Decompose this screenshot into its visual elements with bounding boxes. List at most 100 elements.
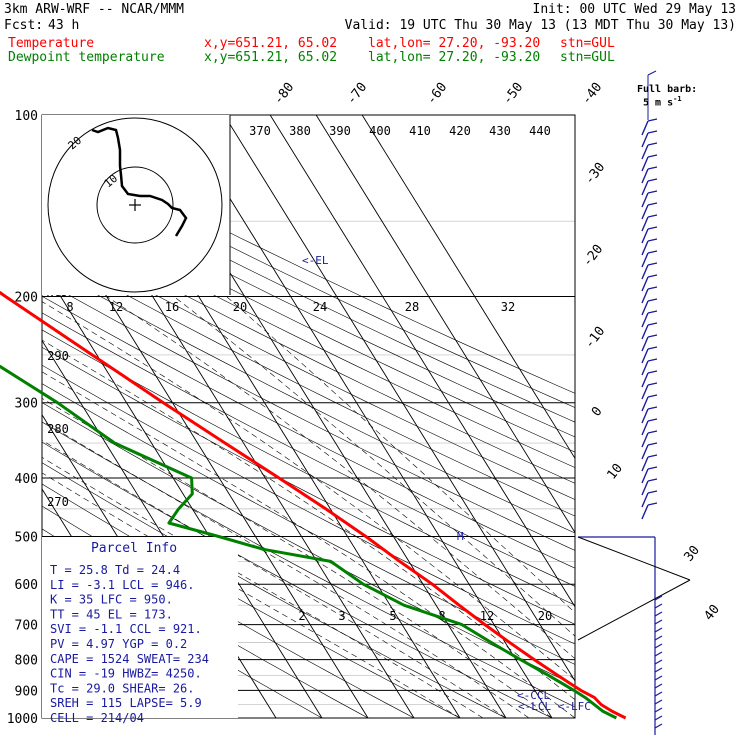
hodo-trace (91, 126, 188, 237)
wind-barb-lower (654, 635, 663, 641)
legend-dewpoint: Dewpoint temperature (8, 50, 165, 65)
wind-barb (641, 444, 649, 460)
wind-barb (641, 336, 649, 352)
wind-barb (641, 432, 649, 448)
temp-label--60: -60 (424, 80, 450, 108)
wind-barb-lower (654, 723, 663, 729)
wind-barb (641, 480, 649, 496)
wind-barb-flag (647, 178, 658, 182)
wind-barb (641, 408, 649, 424)
wind-barb-flag (647, 298, 658, 302)
dry-adiabat (42, 204, 575, 468)
dry-adiabat (42, 263, 575, 534)
pressure-label-400: 400 (15, 472, 38, 487)
isotherm (315, 115, 575, 534)
dry-adiabat (42, 329, 575, 606)
wind-barb-flag (647, 466, 658, 470)
dry-adiabat (42, 175, 575, 438)
wind-barb-flag (647, 394, 658, 398)
dry-adiabat (42, 383, 575, 665)
moist-adiabat (42, 371, 575, 718)
wind-barb-flag (647, 418, 658, 422)
wind-barb (641, 156, 649, 172)
wind-barb-flag (647, 142, 658, 146)
dry-adiabat (42, 441, 553, 718)
moist-adiabat (42, 339, 575, 701)
barb-diag-1 (577, 536, 691, 581)
isotherm (223, 115, 575, 682)
legend-temperature-xy: x,y=651.21, 65.02 (204, 36, 338, 51)
mixing-ratio-label-20: 20 (538, 609, 552, 623)
dry-adiabat (42, 279, 575, 551)
theta-label-440: 440 (529, 124, 551, 138)
legend-temperature-latlon: lat,lon= 27.20, -93.20 (368, 36, 541, 51)
parcel-row: K = 35 LFC = 950. (50, 593, 173, 607)
wind-barb (641, 324, 649, 340)
wind-barb-flag (647, 274, 658, 278)
wind-barb-flag (647, 382, 658, 386)
wind-barb-lower (654, 619, 663, 625)
hodo-speed-label-32: 32 (501, 300, 515, 314)
el-marker: <-EL (302, 254, 329, 267)
wind-barb-lower (654, 715, 663, 721)
isotherm (269, 115, 575, 608)
mixing-ratio-label-12: 12 (480, 609, 494, 623)
wind-barb-flag (647, 370, 658, 374)
mixing-ratio-label-8: 8 (438, 609, 445, 623)
full-barb-key-flag (647, 70, 657, 76)
temp-label--40: -40 (579, 80, 605, 108)
wind-barb-flag (647, 154, 658, 158)
hodo-speed-label-16: 16 (165, 300, 179, 314)
wind-barb-lower (654, 691, 663, 697)
wind-barb (641, 300, 649, 316)
wind-barb (641, 132, 649, 148)
thetae-label-290: 290 (47, 349, 69, 363)
pressure-label-900: 900 (15, 684, 38, 699)
temp-label-40: 40 (702, 602, 723, 624)
wind-barb (641, 348, 649, 364)
forecast-hours: 43 h (48, 18, 80, 33)
isotherm (177, 115, 553, 718)
pressure-label-200: 200 (15, 291, 38, 306)
wind-barb-lower (654, 627, 663, 633)
hodo-ring-inner (96, 166, 174, 244)
wind-barb (641, 372, 649, 388)
parcel-row: CAPE = 1524 SWEAT= 234 (50, 652, 209, 666)
parcel-row: Tc = 29.0 SHEAR= 26. (50, 681, 195, 695)
wind-barb (641, 504, 649, 520)
pressure-label-800: 800 (15, 654, 38, 669)
parcel-row: CELL = 214/04 (50, 711, 144, 725)
dry-adiabat (42, 189, 575, 453)
wind-barb (641, 264, 649, 280)
dry-adiabat (42, 162, 575, 423)
wind-barb-lower (654, 659, 663, 665)
wind-barb-lower (654, 595, 663, 601)
moist-adiabat (106, 296, 575, 660)
isotherm (42, 265, 323, 718)
plot-frame (41, 114, 576, 719)
wind-barb-flag (647, 238, 658, 242)
parcel-row: T = 25.8 Td = 24.4 (50, 563, 180, 577)
theta-label-400: 400 (369, 124, 391, 138)
wind-barb-flag (647, 190, 658, 194)
thetae-label-270: 270 (47, 495, 69, 509)
temperature-line (0, 290, 627, 720)
theta-label-410: 410 (409, 124, 431, 138)
theta-label-420: 420 (449, 124, 471, 138)
wind-barb (641, 192, 649, 208)
wind-barb-flag (647, 118, 658, 122)
wind-barb-flag (647, 406, 658, 410)
mixing-ratio-label-5: 5 (389, 609, 396, 623)
wind-barb-flag (647, 346, 658, 350)
dry-adiabat (42, 233, 575, 500)
dry-adiabat (42, 295, 575, 569)
isotherm (361, 115, 575, 460)
full-barb-title: Full barb: (637, 84, 698, 95)
wind-barb (641, 228, 649, 244)
sounding-series (0, 290, 627, 720)
wind-barb (641, 120, 649, 136)
temp-label--20: -20 (580, 242, 606, 270)
